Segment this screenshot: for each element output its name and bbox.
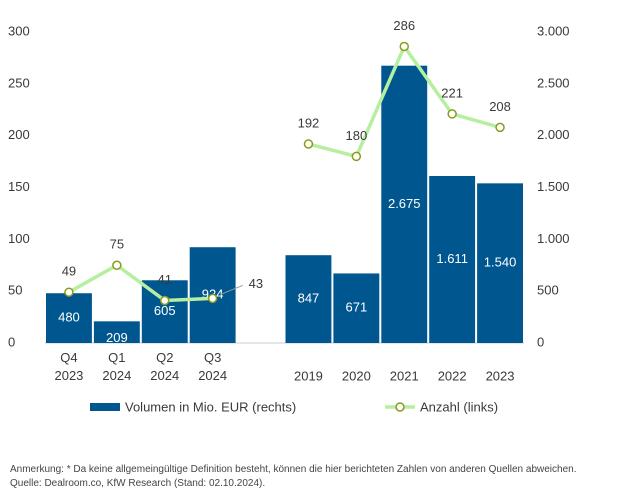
x-tick-label: 2020 [342, 368, 371, 383]
bar [46, 293, 92, 343]
bar-value-label: 1.540 [484, 255, 517, 270]
line-marker [399, 41, 409, 52]
x-tick-line: 2024 [198, 368, 227, 383]
line-value-label: 180 [345, 128, 367, 143]
bar [285, 255, 332, 343]
line-value-label: 43 [249, 276, 263, 291]
x-tick-line: Q4 [60, 350, 77, 365]
bar [333, 273, 380, 343]
x-tick-line: 2024 [102, 368, 131, 383]
x-tick-label: Q3 2024 [198, 350, 227, 383]
y-tick-label: 50 [8, 283, 22, 298]
y-tick-label: 150 [8, 179, 30, 194]
bar-value-label: 605 [154, 303, 176, 318]
x-tick-label: Q4 2023 [54, 350, 83, 383]
x-tick-label: 2021 [390, 368, 419, 383]
note: Anmerkung: * Da keine allgemeingültige D… [10, 464, 577, 475]
y2-tick-label: 0 [537, 334, 544, 349]
line-value-label: 192 [298, 115, 320, 130]
label-leader [220, 284, 243, 295]
x-tick-label: Q2 2024 [150, 350, 179, 383]
legend-marker [395, 402, 405, 412]
bar-value-label: 209 [106, 330, 128, 345]
line-value-label: 49 [62, 264, 76, 279]
chart: 0 50 100 150 200 250 300 0 500 1.000 1.500 2.000 2.5… [8, 18, 570, 414]
x-tick-line: Q2 [156, 350, 173, 365]
legend-swatch [90, 403, 120, 411]
line-marker [207, 293, 218, 304]
x-tick-label: Q1 2024 [102, 350, 131, 383]
legend-label: Volumen in Mio. EUR (rechts) [125, 399, 296, 414]
y-tick-label: 0 [8, 334, 15, 349]
line-value-label: 221 [441, 85, 463, 100]
y2-tick-label: 500 [537, 283, 559, 298]
line-marker [495, 122, 505, 133]
source: Quelle: Dealroom.co, KfW Research (Stand… [10, 478, 266, 489]
x-tick-label: 2022 [438, 368, 467, 383]
bar-value-label: 671 [345, 300, 367, 315]
bar-value-label: 847 [298, 291, 320, 306]
x-tick-line: 2023 [54, 368, 83, 383]
line-marker [64, 287, 74, 297]
x-tick-label: 2019 [294, 368, 323, 383]
line-value-label: 208 [489, 99, 511, 114]
y-tick-label: 200 [8, 127, 30, 142]
x-tick-line: 2024 [150, 368, 179, 383]
x-tick-label: 2023 [486, 368, 515, 383]
line-marker [112, 260, 122, 270]
line-marker [160, 295, 170, 306]
legend-label: Anzahl (links) [420, 399, 498, 414]
y-tick-label: 300 [8, 23, 30, 38]
bar [381, 65, 428, 344]
bar-value-label: 2.675 [388, 196, 421, 211]
line-value-label: 41 [158, 272, 172, 287]
x-tick-line: Q1 [108, 350, 125, 365]
y2-tick-label: 2.000 [537, 127, 570, 142]
y2-tick-label: 1.000 [537, 231, 570, 246]
line-marker [303, 139, 314, 149]
y2-tick-label: 3.000 [537, 23, 570, 38]
y-tick-label: 250 [8, 75, 30, 90]
line-value-label: 286 [393, 18, 415, 33]
line-marker [447, 109, 457, 119]
bar-value-label: 1.611 [436, 251, 468, 266]
bar [93, 321, 140, 343]
y2-tick-label: 1.500 [537, 179, 570, 194]
y2-tick-label: 2.500 [537, 75, 570, 90]
bar [477, 183, 523, 343]
line-marker [351, 151, 362, 162]
y-tick-label: 100 [8, 231, 30, 246]
bar-value-label: 480 [58, 310, 80, 325]
line-value-label: 75 [110, 237, 124, 252]
x-tick-line: Q3 [204, 350, 221, 365]
bar [429, 175, 476, 343]
